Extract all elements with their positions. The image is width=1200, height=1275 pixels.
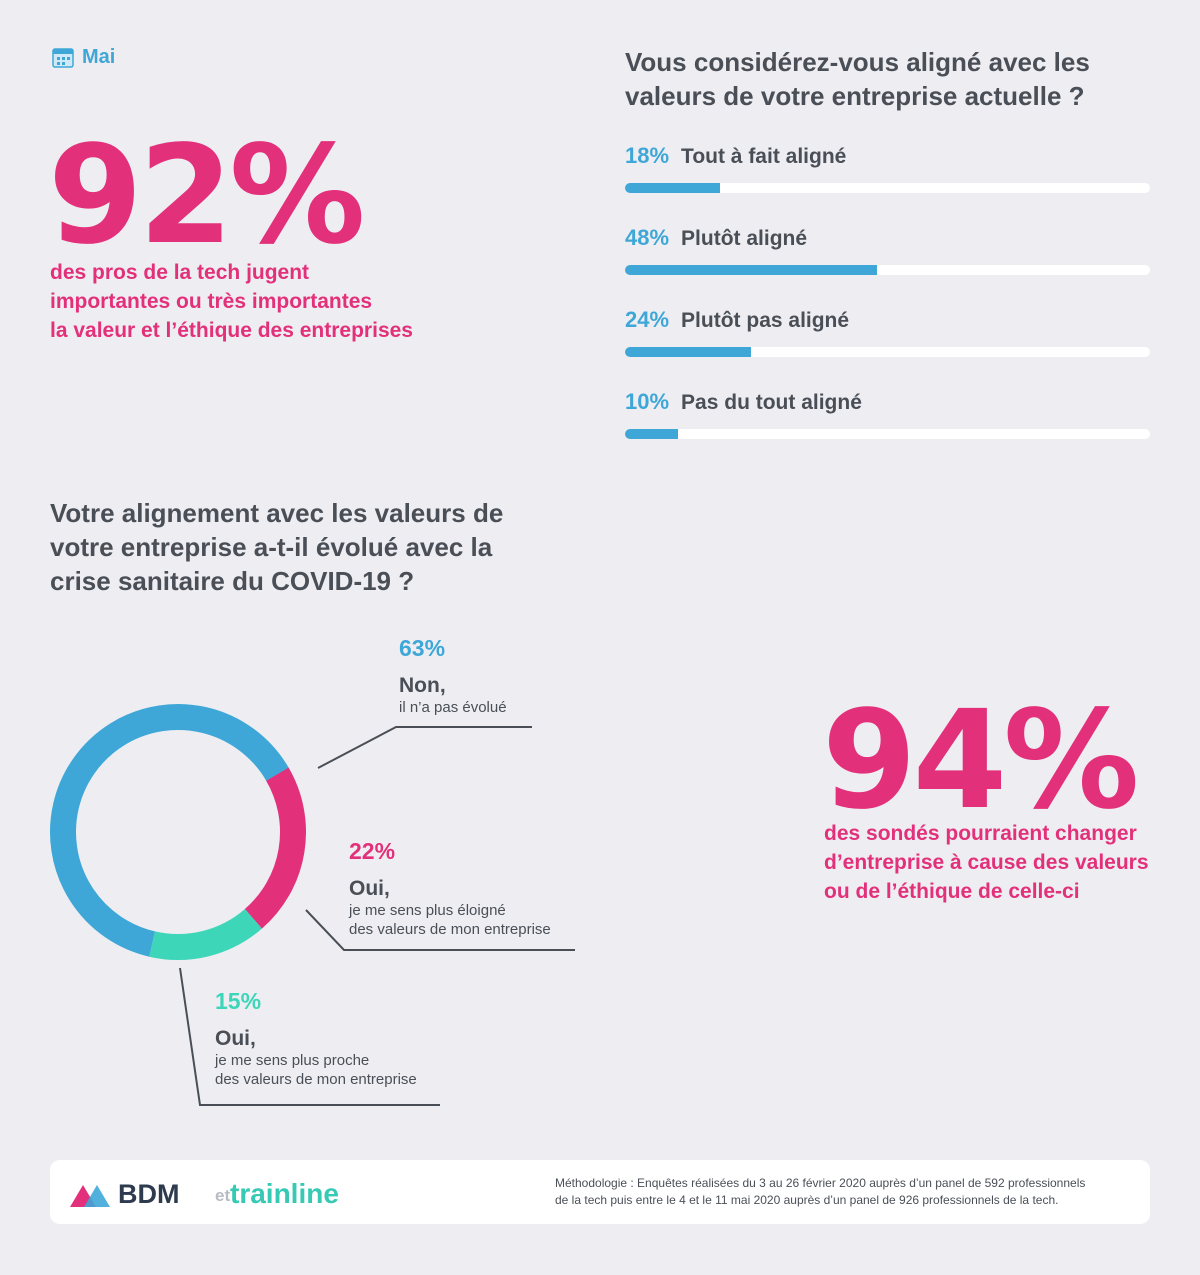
donut-label-non: 63% Non, il n’a pas évolué	[399, 635, 507, 717]
bar-fill	[625, 265, 877, 275]
donut-slice	[50, 704, 306, 960]
bar-row: 24% Plutôt pas aligné	[625, 307, 1150, 357]
methodology-line: Méthodologie : Enquêtes réalisées du 3 a…	[555, 1176, 1086, 1190]
slice-sublabel: il n’a pas évolué	[399, 699, 507, 716]
slice-label: Non,	[399, 674, 446, 697]
bar-percent: 24%	[625, 307, 670, 332]
bdm-logo-mark-icon	[70, 1184, 110, 1207]
leader-line-proche	[179, 967, 440, 1106]
bar-label: Plutôt pas aligné	[681, 309, 850, 332]
methodology-line: de la tech puis entre le 4 et le 11 mai …	[555, 1193, 1059, 1207]
bdm-logo: BDM	[70, 1179, 180, 1210]
footer-card	[50, 1160, 1150, 1224]
bar-header: 18% Tout à fait aligné	[625, 143, 1150, 173]
bar-header: 48% Plutôt aligné	[625, 225, 1150, 255]
stat-92-line: importantes ou très importantes	[50, 290, 373, 313]
bar-percent: 10%	[625, 389, 670, 414]
bar-track	[625, 429, 1150, 439]
calendar-icon	[52, 47, 74, 68]
bar-label: Pas du tout aligné	[681, 391, 862, 414]
stat-94-value: 94%	[822, 682, 1140, 840]
leader-line-non	[317, 726, 532, 769]
bar-fill	[625, 183, 720, 193]
donut-slice	[50, 704, 306, 960]
donut-label-proche: 15% Oui, je me sens plus proche des vale…	[215, 988, 417, 1089]
bar-percent: 48%	[625, 225, 670, 250]
slice-sublabel: des valeurs de mon entreprise	[215, 1071, 417, 1088]
stat-92-line: la valeur et l’éthique des entreprises	[50, 319, 413, 342]
bar-fill	[625, 347, 751, 357]
donut-label-eloigne: 22% Oui, je me sens plus éloigné des val…	[349, 838, 551, 939]
stat-94-line: ou de l’éthique de celle-ci	[824, 880, 1080, 903]
bar-row: 10% Pas du tout aligné	[625, 389, 1150, 439]
slice-sublabel: je me sens plus proche	[215, 1052, 370, 1069]
stat-92-value: 92%	[48, 117, 366, 275]
bar-row: 48% Plutôt aligné	[625, 225, 1150, 275]
slice-percent: 63%	[399, 635, 446, 661]
bar-row: 18% Tout à fait aligné	[625, 143, 1150, 193]
slice-sublabel: je me sens plus éloigné	[349, 902, 506, 919]
methodology-note: Méthodologie : Enquêtes réalisées du 3 a…	[555, 1175, 1140, 1209]
bar-percent: 18%	[625, 143, 670, 168]
donut-slice	[50, 704, 306, 960]
stat-94-description: des sondés pourraient changer d’entrepri…	[824, 819, 1184, 906]
month-badge: Mai	[52, 46, 115, 69]
slice-sublabel: des valeurs de mon entreprise	[349, 921, 551, 938]
stat-92-description: des pros de la tech jugent importantes o…	[50, 258, 470, 345]
bar-track	[625, 183, 1150, 193]
bar-track	[625, 347, 1150, 357]
donut-chart-title: Votre alignement avec les valeurs de vot…	[50, 498, 504, 596]
bar-label: Plutôt aligné	[681, 227, 808, 250]
logo-connector: et	[215, 1186, 231, 1205]
trainline-logo: trainline	[230, 1178, 339, 1209]
stat-92-line: des pros de la tech jugent	[50, 261, 310, 284]
bar-label: Tout à fait aligné	[681, 145, 847, 168]
bar-fill	[625, 429, 678, 439]
bar-chart-title: Vous considérez-vous aligné avec les val…	[625, 47, 1090, 111]
donut-chart	[50, 704, 575, 1106]
bdm-logo-text: BDM	[118, 1179, 180, 1209]
slice-label: Oui,	[349, 877, 390, 900]
month-label: Mai	[82, 46, 116, 68]
stat-94-line: d’entreprise à cause des valeurs	[824, 851, 1149, 874]
slice-percent: 15%	[215, 988, 262, 1014]
slice-label: Oui,	[215, 1027, 256, 1050]
bar-track	[625, 265, 1150, 275]
stat-94-line: des sondés pourraient changer	[824, 822, 1137, 845]
bar-header: 10% Pas du tout aligné	[625, 389, 1150, 419]
bar-header: 24% Plutôt pas aligné	[625, 307, 1150, 337]
slice-percent: 22%	[349, 838, 396, 864]
leader-line-eloigne	[305, 909, 575, 951]
